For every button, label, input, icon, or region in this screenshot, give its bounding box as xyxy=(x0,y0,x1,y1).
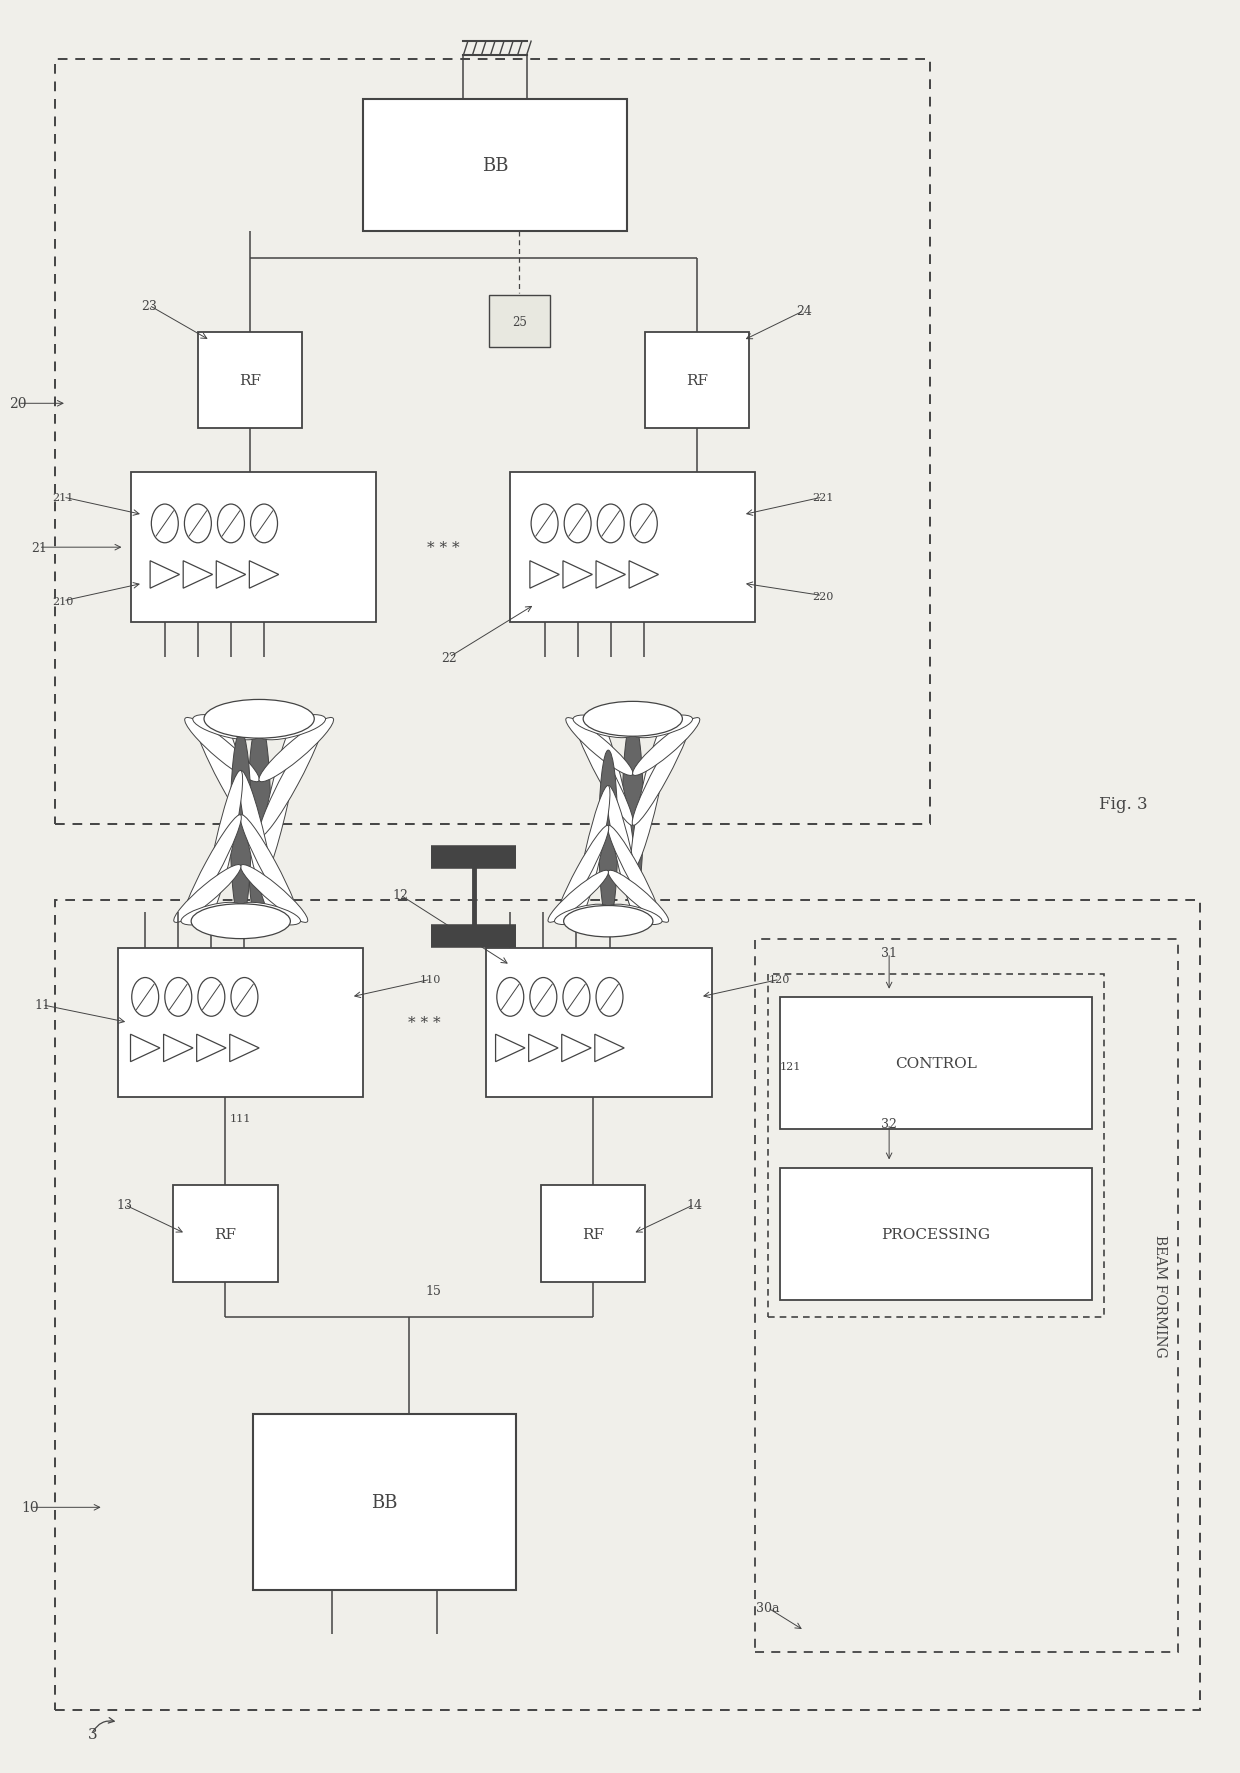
FancyBboxPatch shape xyxy=(780,1168,1092,1300)
Ellipse shape xyxy=(608,871,668,922)
Text: 111: 111 xyxy=(231,1113,252,1124)
Ellipse shape xyxy=(182,816,242,922)
Text: 110: 110 xyxy=(420,975,441,984)
Text: 121: 121 xyxy=(780,1060,801,1071)
FancyBboxPatch shape xyxy=(198,332,303,429)
Ellipse shape xyxy=(622,720,644,910)
Ellipse shape xyxy=(241,902,300,926)
Ellipse shape xyxy=(192,715,259,741)
Ellipse shape xyxy=(632,716,692,738)
Ellipse shape xyxy=(248,720,270,931)
Ellipse shape xyxy=(219,720,262,886)
Ellipse shape xyxy=(205,771,243,922)
Text: 11: 11 xyxy=(35,998,51,1012)
FancyBboxPatch shape xyxy=(780,998,1092,1129)
Text: 12: 12 xyxy=(392,888,408,902)
Ellipse shape xyxy=(565,718,632,777)
FancyBboxPatch shape xyxy=(511,473,755,622)
Ellipse shape xyxy=(632,720,691,826)
Text: 14: 14 xyxy=(686,1199,702,1211)
Ellipse shape xyxy=(257,720,299,886)
Text: RF: RF xyxy=(686,374,708,388)
Ellipse shape xyxy=(574,720,634,826)
FancyBboxPatch shape xyxy=(253,1415,516,1590)
Ellipse shape xyxy=(583,702,682,738)
Text: 20: 20 xyxy=(9,397,26,411)
Text: 210: 210 xyxy=(52,596,74,606)
Text: RF: RF xyxy=(215,1227,237,1241)
Ellipse shape xyxy=(554,904,609,926)
Ellipse shape xyxy=(564,906,653,938)
Text: 220: 220 xyxy=(812,590,833,601)
Ellipse shape xyxy=(191,904,290,940)
Ellipse shape xyxy=(631,720,668,871)
Ellipse shape xyxy=(239,771,277,922)
Ellipse shape xyxy=(573,716,632,738)
Text: 25: 25 xyxy=(512,316,527,328)
Ellipse shape xyxy=(632,718,699,777)
Ellipse shape xyxy=(259,715,326,741)
Text: 22: 22 xyxy=(441,651,456,665)
Text: PROCESSING: PROCESSING xyxy=(882,1227,991,1241)
Ellipse shape xyxy=(599,750,618,922)
Text: 23: 23 xyxy=(141,300,156,312)
Text: 211: 211 xyxy=(52,493,74,504)
Ellipse shape xyxy=(181,902,241,926)
Ellipse shape xyxy=(606,785,641,922)
Ellipse shape xyxy=(231,732,252,922)
Text: 120: 120 xyxy=(769,975,790,984)
FancyBboxPatch shape xyxy=(363,99,626,232)
Text: 31: 31 xyxy=(882,947,897,959)
FancyBboxPatch shape xyxy=(645,332,749,429)
Text: 24: 24 xyxy=(796,305,812,317)
Ellipse shape xyxy=(185,718,259,782)
Text: * * *: * * * xyxy=(427,541,459,555)
Text: BB: BB xyxy=(481,158,508,176)
Ellipse shape xyxy=(259,718,334,782)
Ellipse shape xyxy=(556,826,609,922)
Text: BB: BB xyxy=(372,1493,398,1511)
Text: 21: 21 xyxy=(31,541,47,555)
Text: 32: 32 xyxy=(882,1117,897,1131)
Ellipse shape xyxy=(205,700,314,739)
Text: 30a: 30a xyxy=(756,1601,779,1613)
Ellipse shape xyxy=(241,816,299,922)
Text: 15: 15 xyxy=(425,1285,441,1298)
FancyBboxPatch shape xyxy=(541,1186,645,1282)
FancyBboxPatch shape xyxy=(430,927,516,945)
Text: 221: 221 xyxy=(812,493,833,504)
Text: 13: 13 xyxy=(117,1199,133,1211)
Text: CONTROL: CONTROL xyxy=(895,1057,977,1071)
Text: BEAM FORMING: BEAM FORMING xyxy=(1152,1234,1167,1356)
FancyBboxPatch shape xyxy=(118,949,363,1097)
Ellipse shape xyxy=(575,785,610,922)
Ellipse shape xyxy=(548,871,609,922)
Text: * * *: * * * xyxy=(408,1016,441,1030)
Ellipse shape xyxy=(174,865,241,924)
FancyBboxPatch shape xyxy=(489,296,551,348)
FancyBboxPatch shape xyxy=(174,1186,278,1282)
Ellipse shape xyxy=(608,826,661,922)
FancyBboxPatch shape xyxy=(430,849,516,867)
Text: Fig. 3: Fig. 3 xyxy=(1099,796,1147,812)
Ellipse shape xyxy=(258,718,324,837)
Ellipse shape xyxy=(596,720,635,871)
Ellipse shape xyxy=(241,865,308,924)
Text: RF: RF xyxy=(239,374,260,388)
Text: 10: 10 xyxy=(21,1500,38,1514)
Text: RF: RF xyxy=(582,1227,604,1241)
FancyBboxPatch shape xyxy=(130,473,376,622)
Ellipse shape xyxy=(609,904,662,926)
Ellipse shape xyxy=(195,718,259,837)
FancyBboxPatch shape xyxy=(486,949,713,1097)
Text: 3: 3 xyxy=(88,1727,97,1741)
